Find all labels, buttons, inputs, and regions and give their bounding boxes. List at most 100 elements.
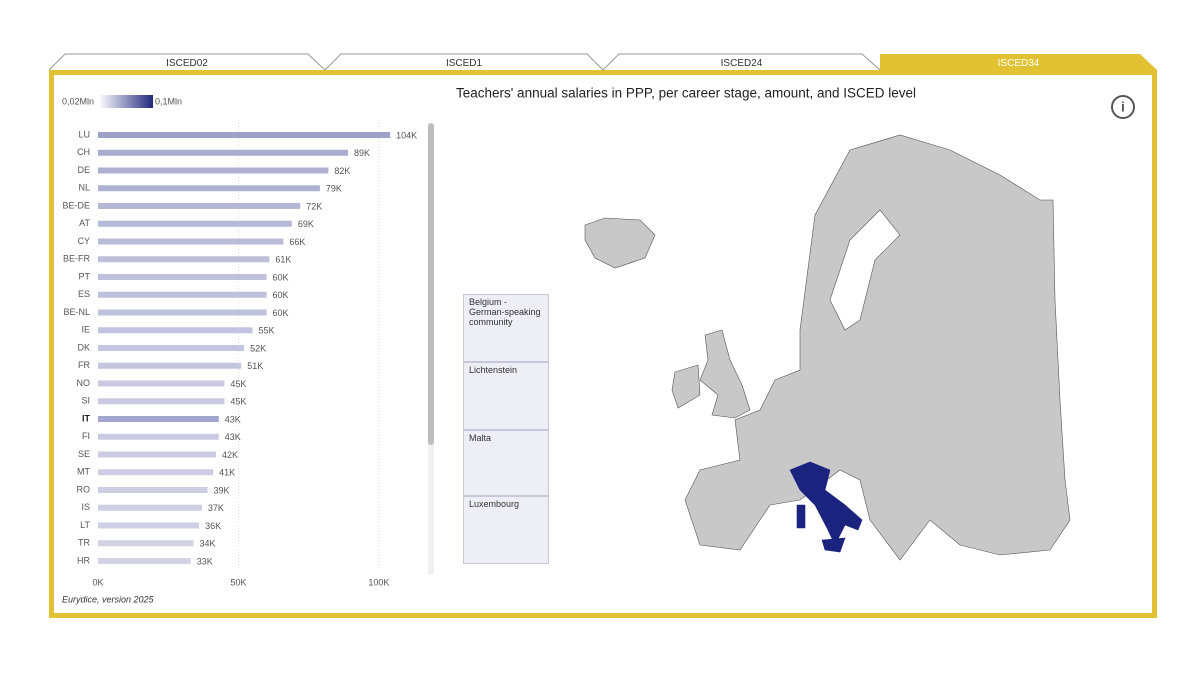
value-label: 41K — [219, 468, 235, 478]
inset-label: Luxembourg — [469, 499, 520, 509]
map-britain — [699, 329, 751, 419]
chart-title: Teachers' annual salaries in PPP, per ca… — [456, 86, 916, 101]
bar — [98, 433, 219, 440]
tab[interactable]: ISCED1 — [445, 58, 483, 69]
value-label: 66K — [289, 237, 305, 247]
bar — [98, 504, 202, 511]
y-tick-label: LU — [78, 129, 90, 139]
bar — [98, 540, 194, 547]
value-label: 60K — [273, 290, 289, 300]
y-tick-label: FR — [78, 360, 90, 370]
value-label: 34K — [200, 539, 216, 549]
bar — [98, 149, 349, 156]
y-tick-label: ES — [78, 289, 90, 299]
bar — [98, 362, 242, 369]
map-baltic — [829, 209, 901, 331]
tab[interactable]: ISCED34 — [997, 58, 1040, 69]
legend-gradient — [99, 95, 153, 108]
y-tick-label: RO — [77, 484, 91, 494]
tab[interactable]: ISCED24 — [720, 58, 763, 69]
y-tick-label: NO — [77, 378, 91, 388]
info-glyph: i — [1121, 99, 1125, 115]
map-sicily — [821, 537, 846, 553]
bar — [98, 291, 267, 298]
map-sardinia — [796, 504, 806, 529]
x-tick-label: 0K — [92, 577, 103, 587]
bar — [98, 220, 292, 227]
value-label: 79K — [326, 184, 342, 194]
y-tick-label: AT — [79, 218, 90, 228]
bar — [98, 345, 245, 351]
bar — [98, 256, 270, 263]
value-label: 45K — [230, 379, 246, 389]
x-tick-label: 50K — [230, 577, 246, 587]
scroll-thumb[interactable] — [428, 123, 434, 445]
bar — [98, 398, 225, 405]
bar-chart: 0K 50K 100K LU 104K CH 89K DE 82K NL 79K BE-DE 72K AT… — [62, 120, 417, 587]
value-label: 104K — [396, 130, 417, 140]
value-label: 45K — [230, 397, 246, 407]
bar — [98, 469, 214, 476]
map — [584, 134, 1071, 561]
bar — [98, 416, 219, 422]
value-label: 72K — [306, 201, 322, 211]
bar — [98, 522, 200, 529]
info-icon[interactable] — [1111, 95, 1135, 119]
inset: Malta — [463, 430, 549, 496]
value-label: 37K — [208, 503, 224, 513]
value-label: 60K — [273, 272, 289, 282]
inset-label: Lichtenstein — [469, 365, 518, 375]
y-tick-label: BE-DE — [62, 200, 90, 210]
bar — [98, 309, 267, 316]
y-tick-label: HR — [77, 555, 90, 565]
value-label: 36K — [205, 521, 221, 531]
value-label: 82K — [334, 166, 350, 176]
value-label: 51K — [247, 361, 263, 371]
bar — [98, 274, 267, 280]
y-tick-label: CY — [77, 236, 90, 246]
inset-label: Malta — [469, 433, 492, 443]
value-label: 89K — [354, 148, 370, 158]
inset-label: Belgium - German-speaking community — [469, 297, 541, 327]
tab-outline — [48, 53, 881, 71]
bar — [98, 327, 253, 334]
bar — [98, 558, 191, 564]
inset: Luxembourg — [463, 496, 549, 564]
legend-max: 0,1Mln — [155, 96, 182, 106]
bar — [98, 380, 225, 387]
y-tick-label: SI — [81, 396, 90, 406]
active-tab-bg — [880, 54, 1157, 70]
y-tick-label: DE — [77, 165, 90, 175]
value-label: 60K — [273, 308, 289, 318]
x-tick-label: 100K — [368, 577, 389, 587]
y-tick-label: PT — [78, 271, 90, 281]
y-tick-label: TR — [78, 538, 90, 548]
map-iceland — [584, 217, 656, 269]
inset: Belgium - German-speaking community — [463, 294, 549, 362]
map-europe — [684, 134, 1071, 561]
y-tick-label: DK — [77, 342, 90, 352]
y-tick-label: IT — [82, 413, 91, 423]
bar — [98, 167, 329, 174]
map-ireland — [671, 364, 701, 409]
tab[interactable]: ISCED02 — [166, 58, 208, 69]
y-tick-label: NL — [78, 183, 90, 193]
bar — [98, 487, 208, 493]
bar — [98, 185, 320, 192]
value-label: 43K — [225, 432, 241, 442]
y-tick-label: IS — [81, 502, 90, 512]
y-tick-label: LT — [80, 520, 90, 530]
legend-min: 0,02Mln — [62, 96, 94, 106]
inset: Lichtenstein — [463, 362, 549, 430]
map-italy — [789, 461, 863, 546]
value-label: 39K — [214, 485, 230, 495]
value-label: 33K — [197, 556, 213, 566]
value-label: 61K — [275, 255, 291, 265]
value-label: 43K — [225, 414, 241, 424]
y-tick-label: SE — [78, 449, 90, 459]
y-tick-label: IE — [81, 325, 90, 335]
value-label: 42K — [222, 450, 238, 460]
y-tick-label: BE-FR — [63, 254, 91, 264]
